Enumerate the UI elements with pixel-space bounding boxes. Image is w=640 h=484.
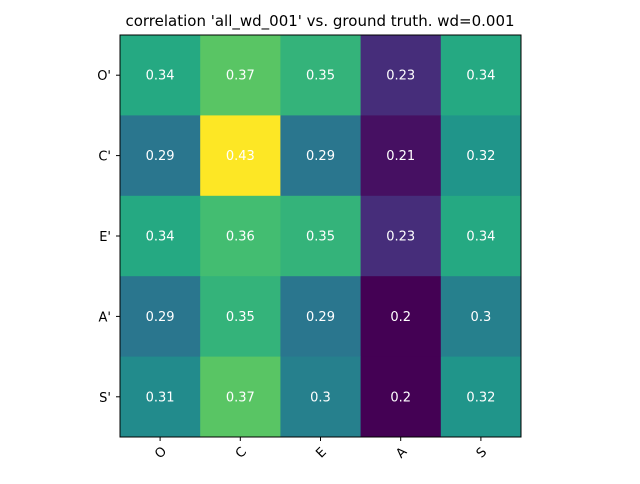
- x-tick-label-4: S: [474, 445, 490, 461]
- heatmap-cell-label-2-0: 0.34: [146, 230, 175, 245]
- heatmap-cells: [120, 35, 522, 438]
- y-axis-ticks: O' C' E' A' S': [97, 69, 120, 406]
- heatmap-cell-label-1-3: 0.21: [386, 149, 415, 164]
- heatmap-cell-2-4: [440, 195, 522, 277]
- heatmap-cell-label-2-3: 0.23: [386, 230, 415, 245]
- heatmap-cell-label-2-2: 0.35: [306, 230, 335, 245]
- heatmap-cell-label-4-2: 0.3: [310, 390, 331, 405]
- y-tick-label-2: E': [99, 230, 111, 245]
- heatmap-cell-0-0: [120, 35, 201, 116]
- heatmap-cell-3-1: [200, 276, 281, 358]
- heatmap-cell-labels: 0.34 0.37 0.35 0.23 0.34 0.29 0.43 0.29 0.21 0.32…: [146, 69, 496, 406]
- heatmap-cell-label-3-2: 0.29: [306, 310, 335, 325]
- x-tick-label-2: E: [313, 445, 329, 461]
- heatmap-cell-3-4: [440, 276, 522, 358]
- heatmap-cell-label-3-4: 0.3: [471, 310, 492, 325]
- heatmap-cell-label-1-2: 0.29: [306, 149, 335, 164]
- heatmap-cell-label-0-0: 0.34: [146, 69, 175, 84]
- heatmap-cell-0-4: [440, 35, 522, 116]
- heatmap-cell-0-3: [360, 35, 442, 116]
- heatmap-cell-1-1: [200, 115, 281, 197]
- heatmap-cell-label-1-4: 0.32: [466, 149, 495, 164]
- heatmap-cell-4-3: [360, 356, 442, 438]
- y-tick-label-3: A': [99, 310, 111, 325]
- heatmap-cell-1-2: [280, 115, 362, 197]
- heatmap-cell-0-1: [200, 35, 281, 116]
- heatmap-cell-label-0-2: 0.35: [306, 69, 335, 84]
- chart-title: correlation 'all_wd_001' vs. ground trut…: [125, 12, 514, 31]
- heatmap-cell-4-2: [280, 356, 362, 438]
- heatmap-cell-label-4-3: 0.2: [390, 390, 411, 405]
- heatmap-cell-1-3: [360, 115, 442, 197]
- y-tick-label-1: C': [98, 150, 111, 165]
- heatmap-cell-2-3: [360, 195, 442, 277]
- heatmap-cell-0-2: [280, 35, 362, 116]
- heatmap-cell-label-0-1: 0.37: [226, 69, 255, 84]
- heatmap-cell-label-3-3: 0.2: [390, 310, 411, 325]
- heatmap-cell-2-1: [200, 195, 281, 277]
- heatmap-cell-label-2-1: 0.36: [226, 230, 255, 245]
- heatmap-cell-4-1: [200, 356, 281, 438]
- heatmap-cell-label-4-4: 0.32: [466, 390, 495, 405]
- heatmap-cell-label-2-4: 0.34: [466, 230, 495, 245]
- heatmap-cell-label-0-4: 0.34: [466, 69, 495, 84]
- heatmap-cell-1-4: [440, 115, 522, 197]
- heatmap-cell-1-0: [120, 115, 201, 197]
- heatmap-cell-3-2: [280, 276, 362, 358]
- x-tick-label-1: C: [233, 445, 250, 462]
- heatmap-cell-label-4-1: 0.37: [226, 390, 255, 405]
- heatmap-cell-label-3-1: 0.35: [226, 310, 255, 325]
- y-tick-label-0: O': [97, 69, 111, 84]
- heatmap-cell-3-0: [120, 276, 201, 358]
- heatmap-cell-2-2: [280, 195, 362, 277]
- heatmap-cell-2-0: [120, 195, 201, 277]
- heatmap-cell-label-1-1: 0.43: [226, 149, 255, 164]
- heatmap-cell-label-1-0: 0.29: [146, 149, 175, 164]
- heatmap-cell-4-0: [120, 356, 201, 438]
- x-tick-label-0: O: [152, 444, 170, 462]
- y-tick-label-4: S': [99, 391, 111, 406]
- heatmap-cell-3-3: [360, 276, 442, 358]
- heatmap-cell-label-0-3: 0.23: [386, 69, 415, 84]
- heatmap-cell-label-3-0: 0.29: [146, 310, 175, 325]
- x-tick-label-3: A: [393, 445, 410, 462]
- heatmap-cell-label-4-0: 0.31: [146, 390, 175, 405]
- heatmap-cell-4-4: [440, 356, 522, 438]
